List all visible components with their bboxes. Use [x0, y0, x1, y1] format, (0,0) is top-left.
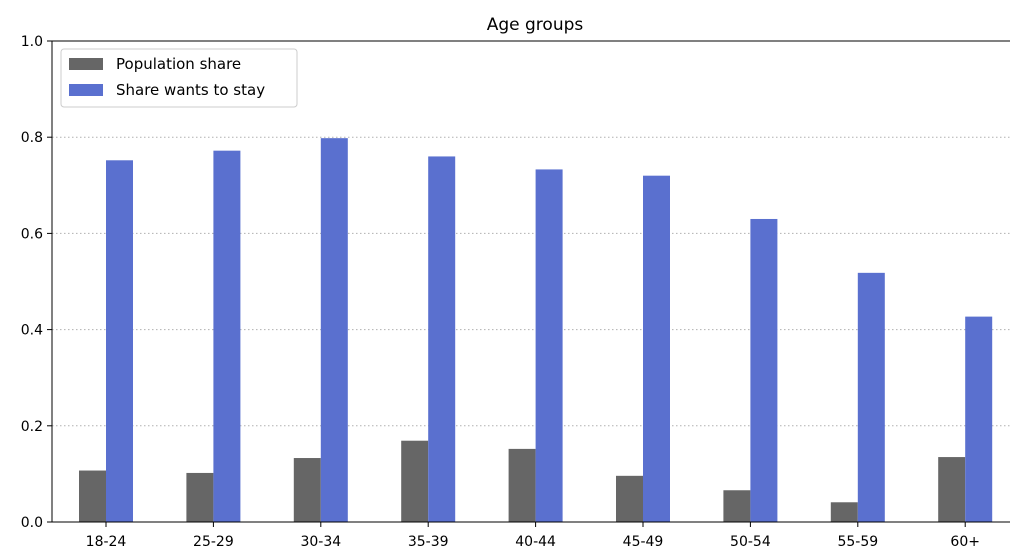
- legend: Population share Share wants to stay: [60, 48, 298, 108]
- y-tick-label: 0.2: [21, 419, 43, 435]
- x-tick-label: 40-44: [515, 534, 556, 550]
- y-tick-label: 0.0: [21, 515, 43, 531]
- bars: [79, 138, 993, 523]
- chart-title: Age groups: [487, 15, 584, 35]
- y-tick-label: 1.0: [21, 34, 43, 50]
- x-tick-label: 35-39: [408, 534, 449, 550]
- x-tick-label: 45-49: [623, 534, 664, 550]
- legend-label-population-share: Population share: [116, 55, 241, 73]
- bar-share-wants-to-stay-60plus: [965, 316, 993, 522]
- x-tick-label: 30-34: [300, 534, 341, 550]
- x-tick-label: 25-29: [193, 534, 234, 550]
- bar-population-share-55-59: [830, 502, 858, 522]
- x-ticks: 18-24 25-29 30-34 35-39 40-44 45-49 50-54 55-59…: [86, 522, 980, 550]
- legend-swatch-share-wants-to-stay: [69, 84, 103, 96]
- bar-share-wants-to-stay-18-24: [106, 160, 133, 522]
- bar-share-wants-to-stay-25-29: [213, 150, 241, 522]
- bar-population-share-18-24: [79, 470, 106, 522]
- bar-share-wants-to-stay-30-34: [320, 138, 348, 523]
- bar-share-wants-to-stay-45-49: [643, 175, 670, 522]
- bar-population-share-35-39: [401, 440, 429, 522]
- bar-population-share-45-49: [616, 475, 643, 522]
- legend-label-share-wants-to-stay: Share wants to stay: [116, 81, 265, 99]
- legend-box: [60, 48, 298, 108]
- legend-swatch-population-share: [69, 58, 103, 70]
- bar-share-wants-to-stay-40-44: [535, 169, 563, 522]
- bar-share-wants-to-stay-35-39: [428, 156, 456, 522]
- bar-population-share-40-44: [508, 448, 536, 522]
- bar-population-share-30-34: [293, 458, 321, 522]
- x-tick-label: 18-24: [86, 534, 127, 550]
- bar-share-wants-to-stay-55-59: [857, 272, 885, 522]
- bar-population-share-50-54: [723, 490, 751, 522]
- bar-population-share-60plus: [938, 457, 966, 522]
- x-tick-label: 60+: [950, 534, 980, 550]
- x-tick-label: 50-54: [730, 534, 771, 550]
- y-ticks: 0.0 0.2 0.4 0.6 0.8 1.0: [21, 34, 52, 531]
- y-tick-label: 0.6: [21, 226, 43, 242]
- x-tick-label: 55-59: [837, 534, 878, 550]
- y-tick-label: 0.4: [21, 323, 43, 339]
- bar-population-share-25-29: [186, 472, 214, 522]
- axes: [51, 40, 1010, 523]
- bar-share-wants-to-stay-50-54: [750, 218, 778, 522]
- y-tick-label: 0.8: [21, 130, 43, 146]
